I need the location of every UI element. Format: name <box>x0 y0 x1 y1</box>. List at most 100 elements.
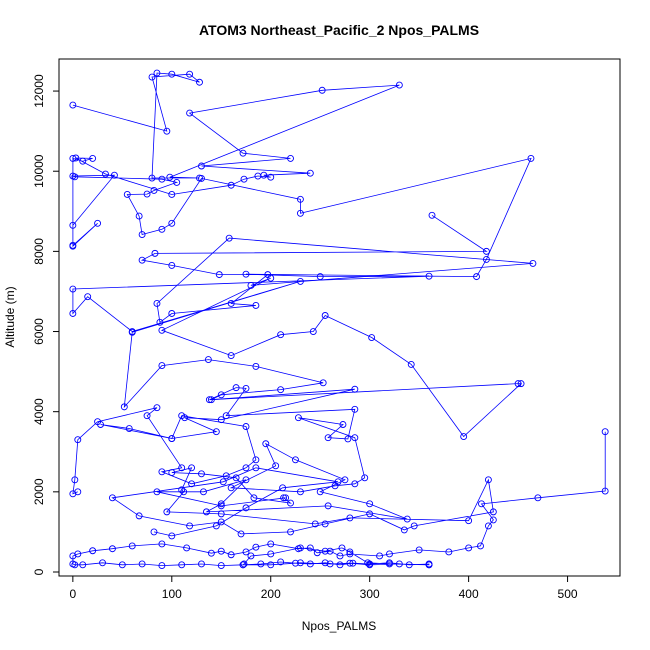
data-point <box>478 500 485 508</box>
data-point <box>366 561 374 569</box>
data-point <box>227 181 235 189</box>
series-line <box>111 214 533 537</box>
data-point <box>267 274 275 282</box>
data-point <box>217 510 225 518</box>
data-point <box>364 559 372 567</box>
series-layer <box>69 69 609 570</box>
data-point <box>217 391 225 399</box>
data-point <box>135 212 143 220</box>
data-point <box>287 154 294 162</box>
data-point <box>71 561 79 569</box>
data-point <box>336 561 344 569</box>
data-point <box>395 560 403 568</box>
data-point <box>108 545 116 553</box>
data-point <box>120 403 128 411</box>
data-point <box>163 508 171 516</box>
data-point <box>227 484 235 492</box>
data-point <box>148 73 156 81</box>
data-point <box>94 418 102 426</box>
data-point <box>153 300 161 307</box>
data-point <box>473 273 480 281</box>
data-point <box>178 561 186 569</box>
data-point <box>252 464 260 472</box>
data-point <box>296 209 304 217</box>
data-point <box>484 476 492 484</box>
data-point <box>94 219 102 227</box>
data-point <box>102 170 109 178</box>
data-point <box>267 173 275 181</box>
data-point <box>69 154 77 162</box>
data-point <box>186 109 194 117</box>
data-point <box>158 175 166 183</box>
data-point <box>168 310 176 317</box>
data-point <box>465 517 473 525</box>
y-axis: 0 2000 4000 6000 8000 10000 12000 <box>32 74 60 575</box>
data-point <box>425 561 433 569</box>
chart-title: ATOM3 Northeast_Pacific_2 Npos_PALMS <box>199 22 479 38</box>
data-point <box>257 560 265 568</box>
data-point <box>173 178 181 186</box>
data-point <box>89 154 97 162</box>
data-point <box>158 540 166 548</box>
data-point <box>321 312 329 319</box>
data-point <box>601 428 609 436</box>
data-point <box>198 162 205 170</box>
series-line <box>72 72 532 495</box>
data-point <box>346 514 354 522</box>
data-point <box>69 552 77 560</box>
data-point <box>71 173 79 181</box>
data-point <box>168 191 176 198</box>
data-point <box>601 487 609 495</box>
data-point <box>200 488 207 496</box>
data-point <box>309 328 317 335</box>
x-tick-label: 200 <box>261 587 281 601</box>
data-point <box>324 502 332 510</box>
data-point <box>368 334 376 341</box>
data-point <box>386 550 393 558</box>
data-point <box>489 508 497 516</box>
data-point <box>89 547 97 555</box>
data-point <box>74 436 82 444</box>
y-tick-label: 6000 <box>32 318 46 345</box>
data-point <box>339 421 347 428</box>
data-point <box>212 428 220 436</box>
data-point <box>240 175 248 183</box>
data-point <box>69 221 77 229</box>
data-point <box>386 560 393 568</box>
data-point <box>150 528 158 536</box>
data-point <box>316 488 324 496</box>
data-point <box>319 379 327 387</box>
data-point <box>232 474 240 482</box>
data-point <box>217 518 225 526</box>
data-point <box>477 542 484 550</box>
data-point <box>158 225 166 233</box>
data-point <box>118 561 126 569</box>
data-point <box>252 456 260 464</box>
data-point <box>217 547 225 555</box>
data-point <box>69 101 77 109</box>
data-point <box>366 510 374 518</box>
data-point <box>168 435 176 442</box>
data-point <box>346 548 354 556</box>
data-point <box>351 434 359 442</box>
data-point <box>272 462 280 470</box>
data-point <box>306 169 314 177</box>
data-point <box>217 562 225 570</box>
data-point <box>168 219 176 227</box>
y-tick-label: 0 <box>32 568 46 575</box>
data-point <box>482 247 490 255</box>
data-point <box>252 362 260 370</box>
data-point <box>321 520 329 528</box>
data-point <box>287 499 294 507</box>
data-point <box>180 488 188 496</box>
data-point <box>361 474 369 482</box>
data-point <box>99 559 106 567</box>
data-point <box>326 547 334 555</box>
data-point <box>321 559 329 567</box>
data-point <box>186 70 194 78</box>
y-tick-label: 10000 <box>32 154 46 188</box>
data-point <box>376 552 384 560</box>
data-point <box>403 515 411 523</box>
data-point <box>198 174 205 182</box>
data-point <box>166 173 174 181</box>
